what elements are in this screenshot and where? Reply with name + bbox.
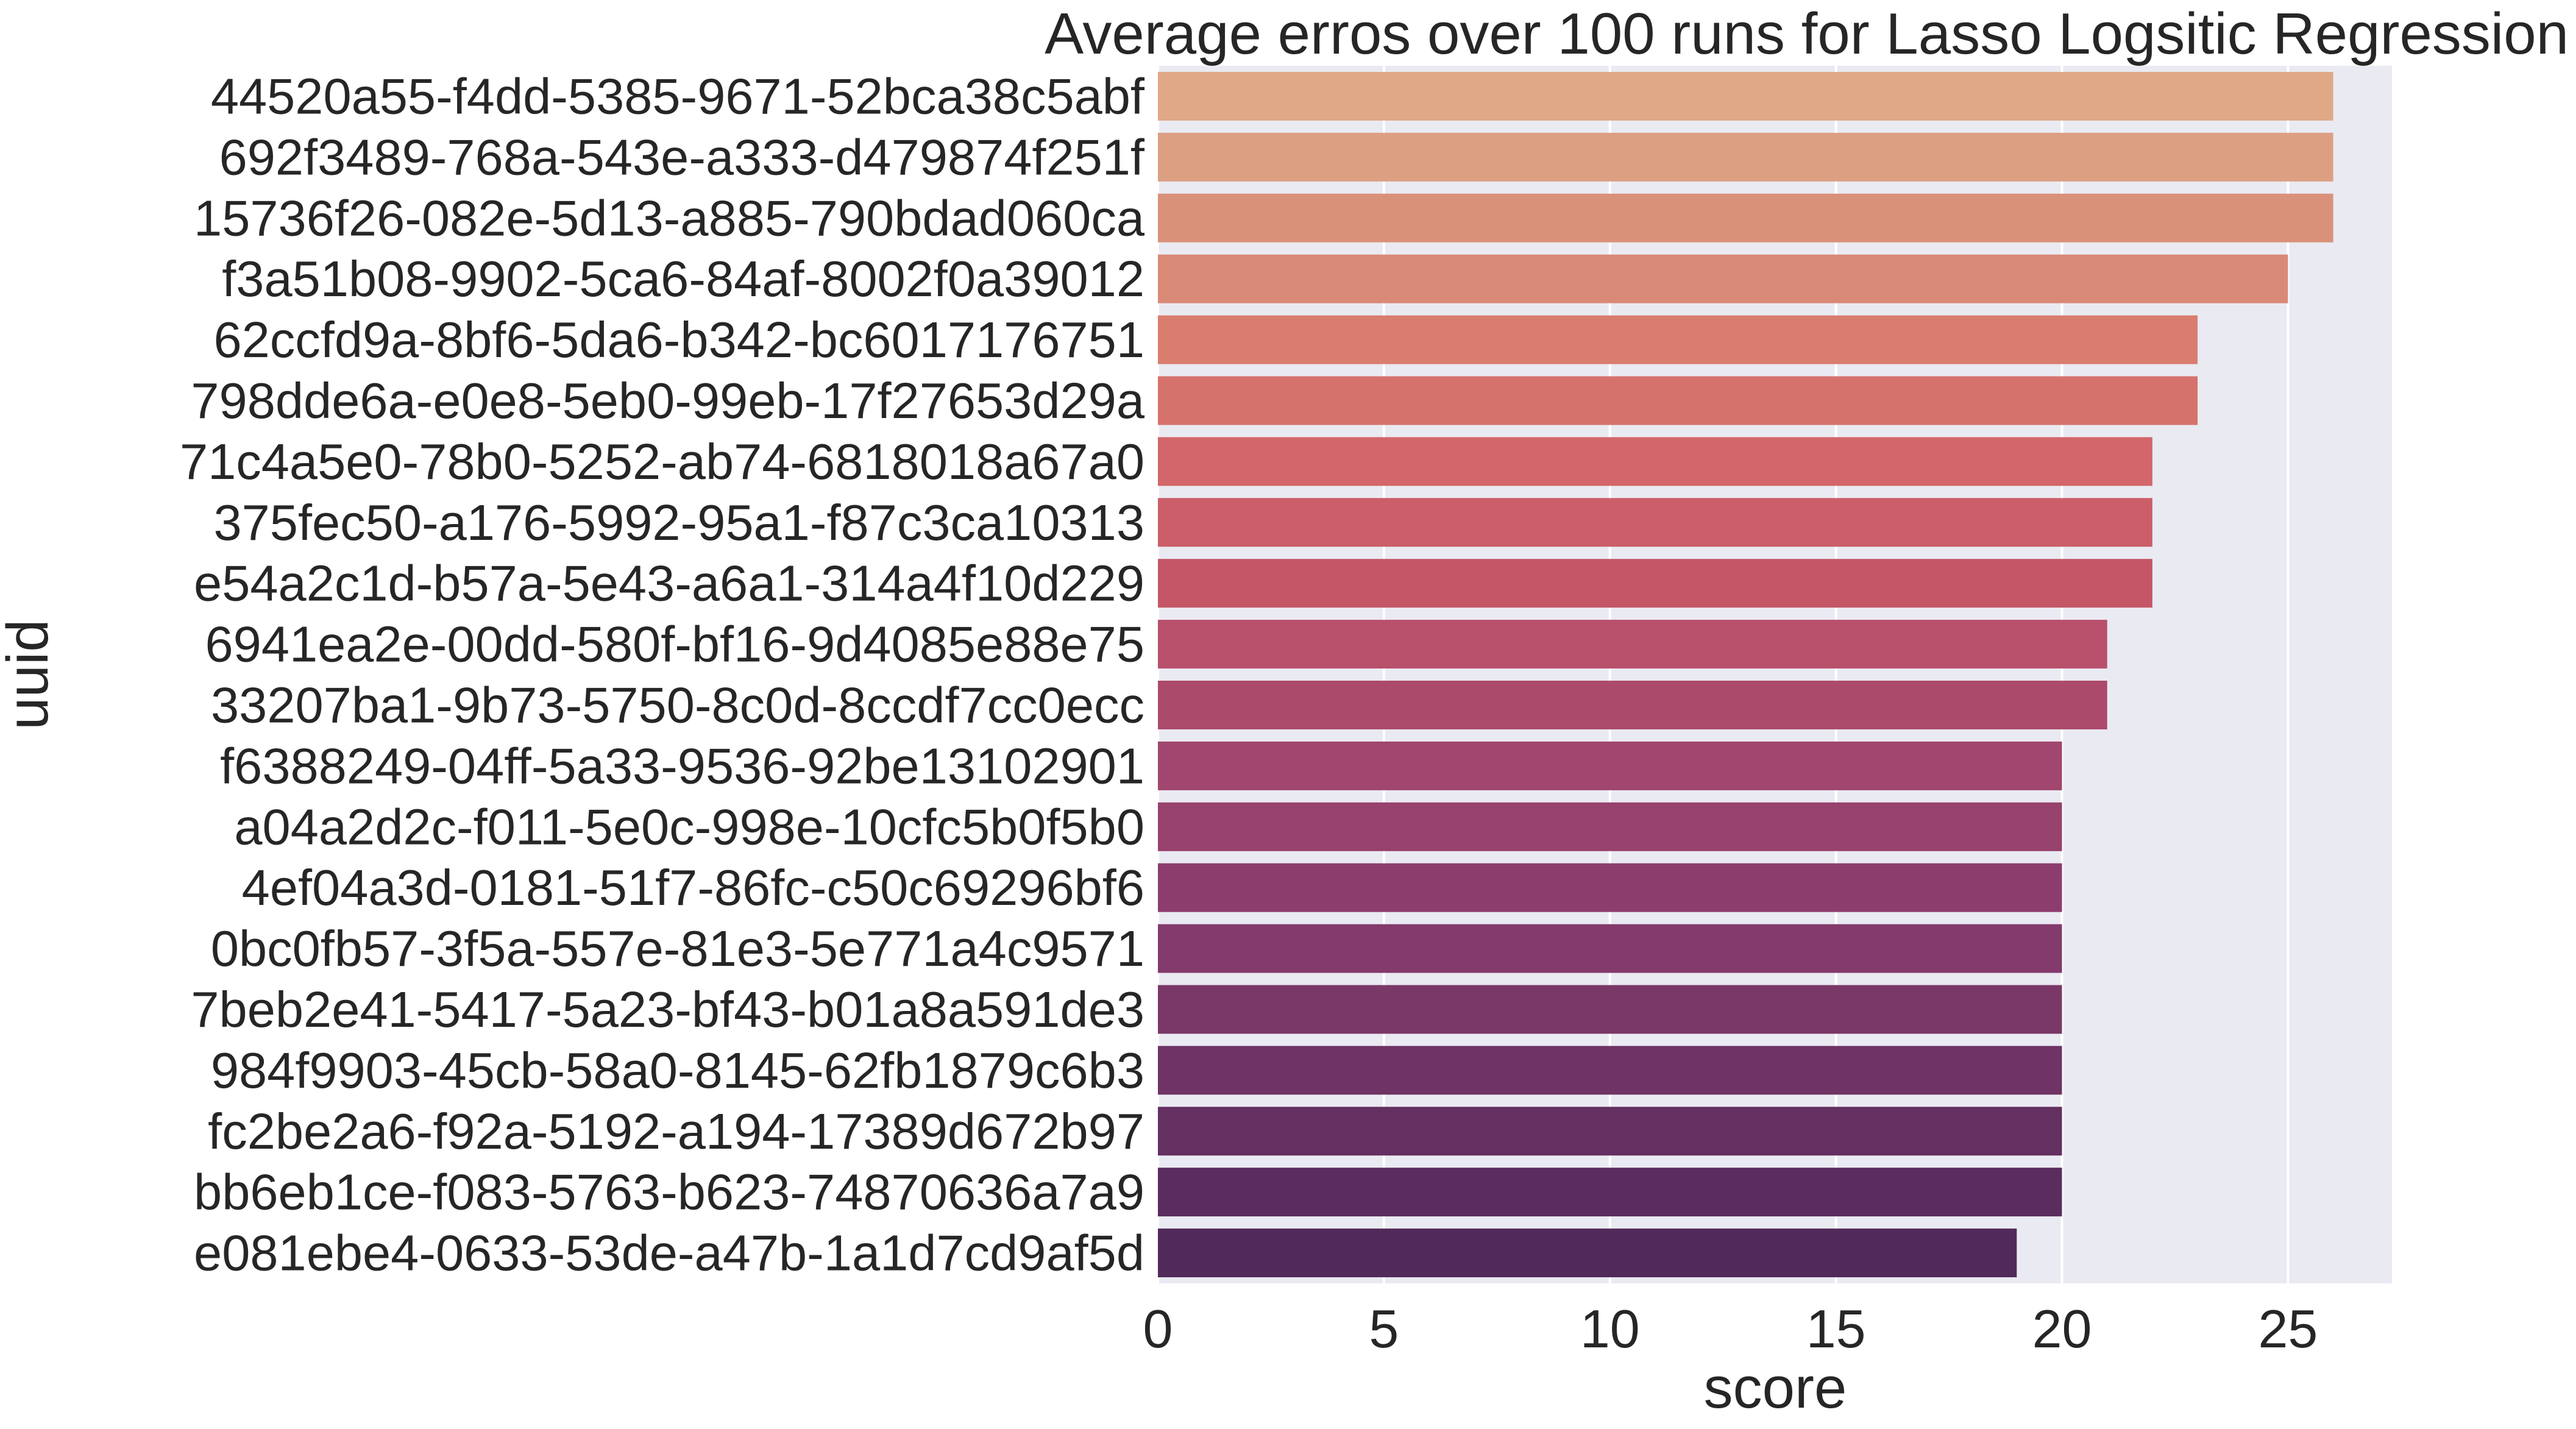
bar — [1158, 559, 2152, 608]
y-tick-label: bb6eb1ce-f083-5763-b623-74870636a7a9 — [194, 1164, 1144, 1221]
x-tick-label: 15 — [1806, 1299, 1866, 1359]
bar — [1158, 1046, 2062, 1095]
chart-title: Average erros over 100 runs for Lasso Lo… — [1045, 1, 2569, 66]
bar — [1158, 863, 2062, 912]
y-tick-label: 44520a55-f4dd-5385-9671-52bca38c5abf — [211, 68, 1145, 124]
x-tick-labels: 0 5 10 15 20 25 — [1143, 1299, 2318, 1359]
x-tick-label: 10 — [1580, 1299, 1640, 1359]
bar — [1158, 1168, 2062, 1217]
bar — [1158, 741, 2062, 790]
y-tick-label: fc2be2a6-f92a-5192-a194-17389d672b97 — [208, 1103, 1144, 1160]
y-tick-label: f3a51b08-9902-5ca6-84af-8002f0a39012 — [222, 250, 1144, 307]
y-tick-label: 33207ba1-9b73-5750-8c0d-8ccdf7cc0ecc — [211, 676, 1144, 733]
bar — [1158, 132, 2333, 182]
y-tick-labels: 44520a55-f4dd-5385-9671-52bca38c5abf692f… — [180, 68, 1145, 1281]
y-tick-label: e54a2c1d-b57a-5e43-a6a1-314a4f10d229 — [194, 555, 1144, 612]
y-tick-label: 798dde6a-e0e8-5eb0-99eb-17f27653d29a — [191, 372, 1144, 429]
y-tick-label: 4ef04a3d-0181-51f7-86fc-c50c69296bf6 — [242, 859, 1144, 916]
plot-background — [1158, 66, 2392, 1283]
bar — [1158, 437, 2152, 486]
bar — [1158, 985, 2062, 1034]
x-tick-label: 20 — [2032, 1299, 2092, 1359]
bar — [1158, 71, 2333, 121]
y-tick-label: e081ebe4-0633-53de-a47b-1a1d7cd9af5d — [194, 1225, 1144, 1282]
y-tick-label: 62ccfd9a-8bf6-5da6-b342-bc6017176751 — [213, 311, 1144, 368]
y-tick-label: 692f3489-768a-543e-a333-d479874f251f — [219, 129, 1145, 185]
bar — [1158, 620, 2107, 669]
bars — [1158, 71, 2333, 1278]
x-tick-label: 5 — [1369, 1299, 1399, 1359]
bar — [1158, 376, 2198, 425]
y-tick-label: a04a2d2c-f011-5e0c-998e-10cfc5b0f5b0 — [234, 798, 1144, 855]
y-tick-label: f6388249-04ff-5a33-9536-92be13102901 — [220, 737, 1144, 794]
y-tick-label: 6941ea2e-00dd-580f-bf16-9d4085e88e75 — [205, 616, 1145, 673]
y-tick-label: 375fec50-a176-5992-95a1-f87c3ca10313 — [213, 494, 1144, 551]
y-tick-label: 7beb2e41-5417-5a23-bf43-b01a8a591de3 — [191, 981, 1144, 1038]
bar — [1158, 254, 2288, 303]
bar — [1158, 1229, 2017, 1278]
bar — [1158, 924, 2062, 973]
bar — [1158, 193, 2333, 243]
y-tick-label: 0bc0fb57-3f5a-557e-81e3-5e771a4c9571 — [211, 920, 1144, 977]
bar — [1158, 1107, 2062, 1156]
x-tick-label: 25 — [2258, 1299, 2318, 1359]
x-axis-label: score — [1704, 1355, 1847, 1420]
y-axis-label: uuid — [0, 619, 60, 730]
x-tick-label: 0 — [1143, 1299, 1173, 1359]
bar — [1158, 498, 2152, 547]
bar — [1158, 802, 2062, 851]
bar — [1158, 315, 2198, 364]
y-tick-label: 984f9903-45cb-58a0-8145-62fb1879c6b3 — [211, 1042, 1144, 1099]
y-tick-label: 15736f26-082e-5d13-a885-790bdad060ca — [194, 190, 1145, 246]
y-tick-label: 71c4a5e0-78b0-5252-ab74-6818018a67a0 — [180, 433, 1144, 490]
bar — [1158, 680, 2107, 729]
